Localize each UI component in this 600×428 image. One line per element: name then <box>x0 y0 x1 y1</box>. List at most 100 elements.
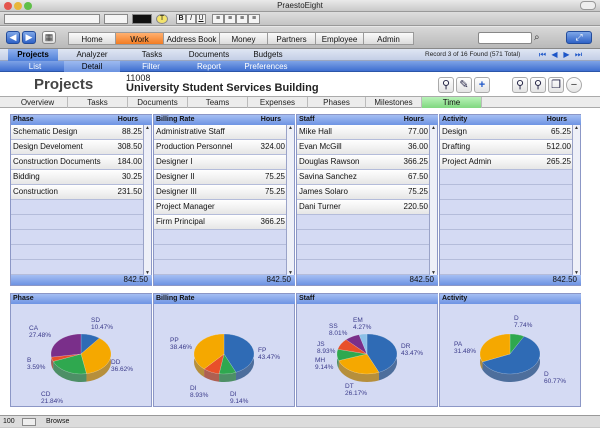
minimize-window-icon[interactable] <box>14 2 22 10</box>
pie-label-percent: 3.59% <box>27 364 46 371</box>
tab-expenses[interactable]: Expenses <box>248 97 308 108</box>
align-center-icon[interactable]: ≡ <box>224 14 236 24</box>
table-row[interactable]: Savina Sanchez 67.50 <box>297 170 430 185</box>
main-tab-work[interactable]: Work <box>116 32 164 45</box>
view-tab-report[interactable]: Report <box>196 62 221 71</box>
zoom-controls-icon[interactable] <box>22 418 36 426</box>
align-right-icon[interactable]: ≡ <box>236 14 248 24</box>
tab-phases[interactable]: Phases <box>308 97 366 108</box>
edit-icon[interactable]: ✎ <box>456 77 472 93</box>
next-record-icon[interactable]: ▶ <box>563 50 570 59</box>
table-row[interactable]: Designer I <box>154 155 287 170</box>
delete-icon[interactable]: − <box>566 77 582 93</box>
text-color-swatch[interactable] <box>132 14 152 24</box>
scroll-down-icon[interactable]: ▼ <box>574 270 579 276</box>
table-row[interactable]: Designer II 75.25 <box>154 170 287 185</box>
main-tab-employee[interactable]: Employee <box>316 32 364 45</box>
scroll-down-icon[interactable]: ▼ <box>145 270 150 276</box>
italic-button[interactable]: I <box>186 14 196 24</box>
table-row[interactable]: Project Manager <box>154 200 287 215</box>
scrollbar[interactable]: ▲ ▼ <box>429 125 437 277</box>
table-row[interactable]: Production Personnel 324.00 <box>154 140 287 155</box>
table-row[interactable]: Firm Principal 366.25 <box>154 215 287 230</box>
table-row[interactable]: Bidding 30.25 <box>11 170 144 185</box>
tab-overview[interactable]: Overview <box>8 97 68 108</box>
main-tab-partners[interactable]: Partners <box>268 32 316 45</box>
font-size-select[interactable] <box>104 14 128 24</box>
previous-record-icon[interactable]: ◀ <box>551 50 558 59</box>
scrollbar[interactable]: ▲ ▼ <box>286 125 294 277</box>
toolbar-toggle-icon[interactable] <box>580 1 596 10</box>
scroll-up-icon[interactable]: ▲ <box>288 125 293 131</box>
scrollbar[interactable]: ▲ ▼ <box>143 125 151 277</box>
view-tab-list[interactable]: List <box>28 62 42 71</box>
tab-tasks[interactable]: Tasks <box>68 97 128 108</box>
table-row[interactable]: Mike Hall 77.00 <box>297 125 430 140</box>
module-tab-budgets[interactable]: Budgets <box>253 50 283 59</box>
pie-slice-d <box>509 333 525 355</box>
main-tab-money[interactable]: Money <box>220 32 268 45</box>
table-row[interactable]: Drafting 512.00 <box>440 140 573 155</box>
font-select[interactable] <box>4 14 100 24</box>
table-row[interactable]: James Solaro 75.25 <box>297 185 430 200</box>
module-tab-projects[interactable]: Projects <box>8 49 58 61</box>
tab-teams[interactable]: Teams <box>188 97 248 108</box>
expand-window-icon[interactable]: ⤢ <box>566 31 592 44</box>
scroll-down-icon[interactable]: ▼ <box>288 270 293 276</box>
zoom-level[interactable]: 100 <box>3 418 15 425</box>
duplicate-icon[interactable]: ❐ <box>548 77 564 93</box>
table-row[interactable]: Construction 231.50 <box>11 185 144 200</box>
tab-time[interactable]: Time <box>422 97 482 108</box>
search-input[interactable] <box>478 32 532 44</box>
find-icon[interactable]: ⚲ <box>438 77 454 93</box>
table-row[interactable]: Evan McGill 36.00 <box>297 140 430 155</box>
close-window-icon[interactable] <box>4 2 12 10</box>
back-icon[interactable]: ◀ <box>6 31 20 44</box>
tab-milestones[interactable]: Milestones <box>366 97 422 108</box>
zoom-window-icon[interactable] <box>24 2 32 10</box>
calendar-icon[interactable]: ▦ <box>42 31 56 44</box>
column-header-hours[interactable]: Hours <box>403 116 424 123</box>
scroll-up-icon[interactable]: ▲ <box>145 125 150 131</box>
table-row[interactable]: Douglas Rawson 366.25 <box>297 155 430 170</box>
column-header-hours[interactable]: Hours <box>260 116 281 123</box>
view-tab-preferences[interactable]: Preferences <box>244 62 288 71</box>
highlight-icon[interactable]: T <box>156 14 168 24</box>
search-menu-icon[interactable]: ⚲ <box>530 77 546 93</box>
table-row[interactable]: Project Admin 265.25 <box>440 155 573 170</box>
scroll-up-icon[interactable]: ▲ <box>431 125 436 131</box>
align-left-icon[interactable]: ≡ <box>212 14 224 24</box>
search-icon[interactable]: ⌕ <box>534 32 540 43</box>
scroll-down-icon[interactable]: ▼ <box>431 270 436 276</box>
add-icon[interactable]: + <box>474 77 490 93</box>
table-row[interactable]: Design Develoment 308.50 <box>11 140 144 155</box>
module-tab-analyzer[interactable]: Analyzer <box>76 50 108 59</box>
last-record-icon[interactable]: ⏭ <box>574 50 583 59</box>
forward-icon[interactable]: ▶ <box>22 31 36 44</box>
underline-button[interactable]: U <box>196 14 206 24</box>
view-tab-filter[interactable]: Filter <box>142 62 160 71</box>
first-record-icon[interactable]: ⏮ <box>538 50 547 59</box>
table-row[interactable]: Schematic Design 88.25 <box>11 125 144 140</box>
table-row[interactable]: Design 65.25 <box>440 125 573 140</box>
scrollbar[interactable]: ▲ ▼ <box>572 125 580 277</box>
main-tab-admin[interactable]: Admin <box>364 32 414 45</box>
table-row[interactable]: Administrative Staff <box>154 125 287 140</box>
align-justify-icon[interactable]: ≡ <box>248 14 260 24</box>
pie-label-name: SS <box>329 323 338 330</box>
table-row[interactable]: Construction Documents 184.00 <box>11 155 144 170</box>
module-tab-documents[interactable]: Documents <box>188 50 230 59</box>
tab-documents[interactable]: Documents <box>128 97 188 108</box>
column-header-hours[interactable]: Hours <box>546 116 567 123</box>
search-record-icon[interactable]: ⚲ <box>512 77 528 93</box>
main-tab-address-book[interactable]: Address Book <box>164 32 220 45</box>
module-tab-tasks[interactable]: Tasks <box>141 50 163 59</box>
pie-label-percent: 27.48% <box>29 332 51 339</box>
table-row[interactable]: Dani Turner 220.50 <box>297 200 430 215</box>
column-header-hours[interactable]: Hours <box>117 116 138 123</box>
scroll-up-icon[interactable]: ▲ <box>574 125 579 131</box>
main-tab-home[interactable]: Home <box>68 32 116 45</box>
view-tab-detail[interactable]: Detail <box>64 61 120 72</box>
table-row[interactable]: Designer III 75.25 <box>154 185 287 200</box>
bold-button[interactable]: B <box>176 14 186 24</box>
